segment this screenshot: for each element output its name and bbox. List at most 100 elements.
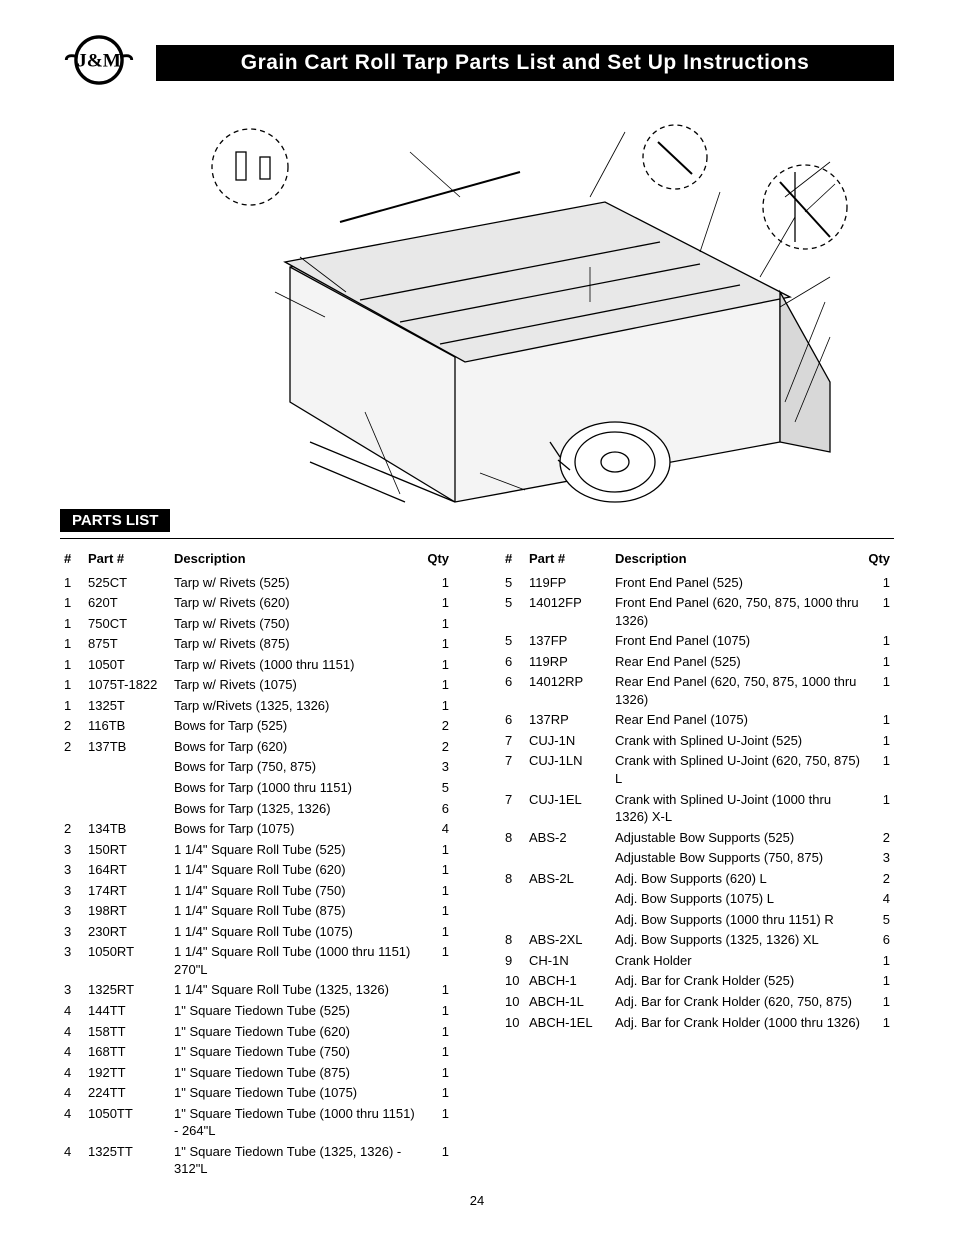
cell-desc: Adjustable Bow Supports (525) bbox=[611, 827, 864, 848]
cell-num: 8 bbox=[501, 827, 525, 848]
table-row: 6119RPRear End Panel (525)1 bbox=[501, 651, 894, 672]
table-row: 6137RPRear End Panel (1075)1 bbox=[501, 710, 894, 731]
cell-num: 2 bbox=[60, 819, 84, 840]
cell-part: 119RP bbox=[525, 651, 611, 672]
col-qty: Qty bbox=[864, 549, 894, 572]
cell-part: ABCH-1EL bbox=[525, 1012, 611, 1033]
cell-desc: 1" Square Tiedown Tube (1075) bbox=[170, 1083, 423, 1104]
cell-desc: 1" Square Tiedown Tube (1325, 1326) - 31… bbox=[170, 1141, 423, 1179]
cell-part: 137FP bbox=[525, 631, 611, 652]
cell-qty: 1 bbox=[864, 593, 894, 631]
table-row: 7CUJ-1ELCrank with Splined U-Joint (1000… bbox=[501, 789, 894, 827]
cell-num: 4 bbox=[60, 1103, 84, 1141]
cell-desc: Bows for Tarp (1075) bbox=[170, 819, 423, 840]
cell-qty: 1 bbox=[423, 634, 453, 655]
table-row: 3230RT1 1/4" Square Roll Tube (1075)1 bbox=[60, 921, 453, 942]
cell-desc: Bows for Tarp (1325, 1326) bbox=[170, 798, 423, 819]
cell-part: 198RT bbox=[84, 901, 170, 922]
page-title: Grain Cart Roll Tarp Parts List and Set … bbox=[156, 45, 894, 81]
table-row: 7CUJ-1LNCrank with Splined U-Joint (620,… bbox=[501, 751, 894, 789]
parts-table-right: # Part # Description Qty 5119FPFront End… bbox=[501, 549, 894, 1033]
cell-num: 1 bbox=[60, 695, 84, 716]
cell-part: 158TT bbox=[84, 1021, 170, 1042]
cell-num bbox=[60, 757, 84, 778]
cell-qty: 2 bbox=[423, 736, 453, 757]
cell-num: 5 bbox=[501, 631, 525, 652]
cell-qty: 1 bbox=[864, 710, 894, 731]
cell-qty: 5 bbox=[423, 777, 453, 798]
cell-part: 525CT bbox=[84, 572, 170, 593]
cell-num: 7 bbox=[501, 730, 525, 751]
cell-desc: Adj. Bow Supports (1000 thru 1151) R bbox=[611, 909, 864, 930]
cell-qty: 2 bbox=[864, 868, 894, 889]
cell-desc: 1" Square Tiedown Tube (1000 thru 1151) … bbox=[170, 1103, 423, 1141]
cell-qty: 1 bbox=[864, 651, 894, 672]
cell-num: 10 bbox=[501, 991, 525, 1012]
col-num: # bbox=[501, 549, 525, 572]
cell-desc: Front End Panel (525) bbox=[611, 572, 864, 593]
cell-num: 4 bbox=[60, 1083, 84, 1104]
cell-qty: 1 bbox=[423, 880, 453, 901]
cell-desc: 1 1/4" Square Roll Tube (525) bbox=[170, 839, 423, 860]
col-num: # bbox=[60, 549, 84, 572]
parts-table-left: # Part # Description Qty 1525CTTarp w/ R… bbox=[60, 549, 453, 1179]
cell-num: 6 bbox=[501, 672, 525, 710]
cell-num: 1 bbox=[60, 654, 84, 675]
cell-part: 1325T bbox=[84, 695, 170, 716]
table-row: 7CUJ-1NCrank with Splined U-Joint (525)1 bbox=[501, 730, 894, 751]
col-part: Part # bbox=[525, 549, 611, 572]
cell-desc: Rear End Panel (1075) bbox=[611, 710, 864, 731]
table-row: Bows for Tarp (1000 thru 1151)5 bbox=[60, 777, 453, 798]
cell-num: 8 bbox=[501, 868, 525, 889]
cell-num bbox=[501, 889, 525, 910]
cell-num: 3 bbox=[60, 860, 84, 881]
cell-num: 3 bbox=[60, 942, 84, 980]
cell-desc: Adj. Bow Supports (1325, 1326) XL bbox=[611, 930, 864, 951]
cell-part bbox=[525, 848, 611, 869]
cell-part bbox=[84, 757, 170, 778]
cell-part: 137TB bbox=[84, 736, 170, 757]
page-number: 24 bbox=[60, 1193, 894, 1208]
cell-desc: Crank with Splined U-Joint (620, 750, 87… bbox=[611, 751, 864, 789]
table-row: 5119FPFront End Panel (525)1 bbox=[501, 572, 894, 593]
table-row: 11050TTarp w/ Rivets (1000 thru 1151)1 bbox=[60, 654, 453, 675]
cell-desc: 1 1/4" Square Roll Tube (750) bbox=[170, 880, 423, 901]
cell-num: 4 bbox=[60, 1021, 84, 1042]
cell-qty: 1 bbox=[864, 730, 894, 751]
table-row: 8ABS-2LAdj. Bow Supports (620) L2 bbox=[501, 868, 894, 889]
cell-part: CUJ-1N bbox=[525, 730, 611, 751]
cell-qty: 2 bbox=[864, 827, 894, 848]
section-title: PARTS LIST bbox=[60, 509, 170, 532]
cell-qty: 1 bbox=[423, 1083, 453, 1104]
cell-num: 7 bbox=[501, 789, 525, 827]
cell-qty: 1 bbox=[423, 613, 453, 634]
table-row: 1525CTTarp w/ Rivets (525)1 bbox=[60, 572, 453, 593]
header: J&M Grain Cart Roll Tarp Parts List and … bbox=[60, 35, 894, 90]
table-row: 41325TT1" Square Tiedown Tube (1325, 132… bbox=[60, 1141, 453, 1179]
cell-num: 9 bbox=[501, 950, 525, 971]
logo-text: J&M bbox=[77, 51, 121, 72]
cell-part: ABS-2 bbox=[525, 827, 611, 848]
cell-part: 224TT bbox=[84, 1083, 170, 1104]
cell-qty: 3 bbox=[864, 848, 894, 869]
table-header-row: # Part # Description Qty bbox=[501, 549, 894, 572]
cell-num: 1 bbox=[60, 634, 84, 655]
cell-qty: 1 bbox=[423, 593, 453, 614]
cell-qty: 1 bbox=[423, 901, 453, 922]
cell-desc: Tarp w/Rivets (1325, 1326) bbox=[170, 695, 423, 716]
cell-part: 1050RT bbox=[84, 942, 170, 980]
table-row: 9CH-1NCrank Holder1 bbox=[501, 950, 894, 971]
left-column: # Part # Description Qty 1525CTTarp w/ R… bbox=[60, 549, 453, 1179]
cell-desc: 1" Square Tiedown Tube (875) bbox=[170, 1062, 423, 1083]
cell-desc: Bows for Tarp (750, 875) bbox=[170, 757, 423, 778]
cell-part: 1050T bbox=[84, 654, 170, 675]
cell-desc: Tarp w/ Rivets (620) bbox=[170, 593, 423, 614]
cell-qty: 1 bbox=[423, 695, 453, 716]
table-row: 4144TT1" Square Tiedown Tube (525)1 bbox=[60, 1000, 453, 1021]
parts-columns: # Part # Description Qty 1525CTTarp w/ R… bbox=[60, 549, 894, 1179]
cell-desc: Tarp w/ Rivets (875) bbox=[170, 634, 423, 655]
cell-qty: 5 bbox=[864, 909, 894, 930]
cell-qty: 1 bbox=[423, 980, 453, 1001]
divider bbox=[60, 538, 894, 539]
cell-desc: Adj. Bow Supports (1075) L bbox=[611, 889, 864, 910]
